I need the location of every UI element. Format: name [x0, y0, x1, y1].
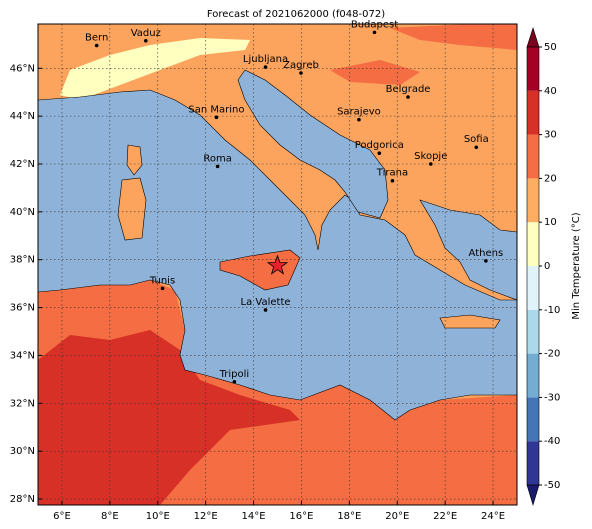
colorbar-tick-label: -10 [544, 305, 560, 316]
city-label: Podgorica [355, 140, 404, 151]
colorbar-tick-label: -50 [544, 480, 560, 491]
x-tick-label: 18°E [337, 511, 361, 522]
x-tick-label: 10°E [146, 511, 170, 522]
colorbar-segment [527, 90, 539, 135]
city-dot [474, 145, 479, 150]
y-tick-label: 46°N [10, 63, 35, 74]
colorbar-segment [527, 397, 539, 442]
colorbar-tick-label: -30 [544, 392, 560, 403]
y-tick-label: 34°N [10, 350, 35, 361]
colorbar-tick-label: 40 [544, 86, 557, 97]
city-dot [390, 178, 395, 183]
colorbar-label: Min Temperature (°C) [571, 212, 582, 319]
x-tick-label: 16°E [289, 511, 313, 522]
y-tick-label: 38°N [10, 255, 35, 266]
city-label: Belgrade [386, 84, 431, 95]
city-dot [94, 43, 99, 48]
city-dot [406, 95, 410, 99]
event-star [266, 254, 289, 275]
city-dot [215, 164, 220, 169]
sardinia [117, 177, 147, 241]
city-dot [263, 65, 268, 69]
colorbar-segment [527, 178, 539, 223]
x-tick-label: 12°E [194, 511, 218, 522]
city-label: Zagreb [283, 60, 319, 71]
warm-patch [330, 60, 420, 85]
y-tick-label: 42°N [10, 159, 35, 170]
city-dot [299, 71, 303, 75]
x-tick-label: 20°E [385, 511, 409, 522]
city-dot [372, 30, 377, 35]
city-label: Tunis [149, 275, 175, 286]
colorbar-tick-label: 0 [544, 261, 550, 272]
sicily [219, 249, 301, 291]
colorbar-tick-label: -40 [544, 436, 560, 447]
warm-patch [390, 24, 517, 50]
colorbar-tick-label: 50 [544, 42, 557, 53]
colorbar-segment [527, 47, 539, 91]
city-label: La Valette [241, 297, 291, 308]
map-frame [37, 23, 518, 506]
city-label: Bern [85, 33, 108, 44]
city-dot [263, 308, 268, 312]
city-dot [143, 38, 148, 43]
x-tick-label: 14°E [242, 511, 266, 522]
y-tick-label: 44°N [10, 111, 35, 122]
city-dot [357, 117, 361, 122]
city-dot [214, 115, 219, 120]
colorbar-tick-label: 10 [544, 217, 557, 228]
colorbar-tick-label: -20 [544, 349, 560, 360]
corsica [126, 144, 143, 176]
city-label: Sarajevo [337, 107, 381, 118]
y-tick-label: 36°N [10, 303, 35, 314]
africa-hot [38, 330, 300, 505]
city-label: Tripoli [219, 369, 250, 380]
colorbar-segment [527, 266, 539, 310]
alpine-patch [60, 38, 250, 100]
y-tick-label: 28°N [10, 494, 35, 505]
city-label: Vaduz [131, 28, 161, 39]
x-tick-label: 24°E [481, 511, 505, 522]
colorbar-under [526, 484, 540, 507]
city-label: San Marino [188, 104, 244, 115]
city-dot [160, 286, 165, 291]
city-label: Athens [469, 248, 504, 259]
city-dot [377, 151, 382, 156]
colorbar-over [526, 27, 540, 48]
city-label: Sofia [464, 134, 489, 145]
colorbar-segment [527, 353, 539, 398]
x-tick-label: 22°E [433, 511, 457, 522]
y-tick-label: 40°N [10, 207, 35, 218]
map-title: Forecast of 2021062000 (f048-072) [207, 9, 385, 20]
city-label: Roma [203, 153, 232, 164]
colorbar-tick-label: 30 [544, 130, 557, 141]
y-tick-label: 30°N [10, 446, 35, 457]
colorbar-segment [527, 134, 539, 179]
city-label: Budapest [351, 19, 398, 30]
city-dot [428, 162, 433, 166]
city-dot [232, 379, 237, 384]
city-label: Ljubljana [243, 54, 288, 65]
city-label: Tirana [376, 168, 408, 179]
crete [439, 314, 501, 329]
colorbar-tick-label: 20 [544, 173, 557, 184]
colorbar-segment [527, 441, 539, 485]
city-label: Skopje [414, 151, 447, 162]
y-tick-label: 32°N [10, 398, 35, 409]
colorbar-segment [527, 222, 539, 266]
x-tick-label: 6°E [53, 511, 71, 522]
x-tick-label: 8°E [101, 511, 119, 522]
colorbar-segment [527, 309, 539, 354]
city-dot [484, 259, 488, 263]
